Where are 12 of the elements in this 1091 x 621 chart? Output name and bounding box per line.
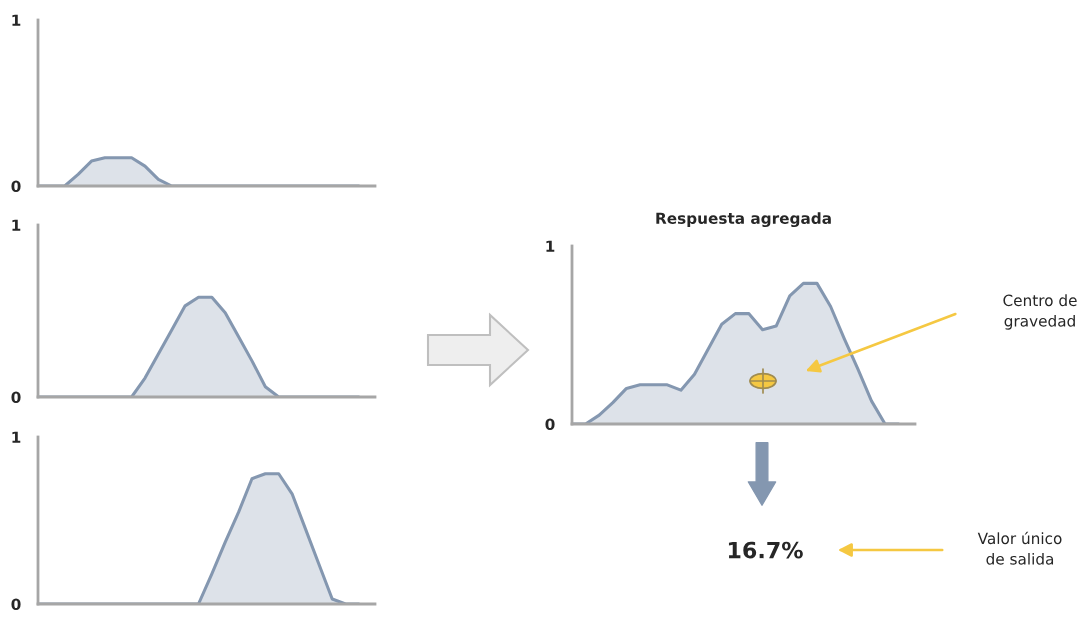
y-tick-label: 0 — [11, 180, 21, 193]
y-tick-label: 0 — [545, 418, 555, 431]
y-tick-label: 0 — [11, 391, 21, 404]
y-tick-label: 1 — [12, 14, 21, 26]
text: Centro de gravedad — [1003, 294, 1077, 330]
chart-title: Respuesta agregada — [656, 212, 831, 228]
y-tick-label: 0 — [11, 598, 21, 611]
y-tick-label: 1 — [546, 240, 555, 252]
text: Valor único de salida — [977, 531, 1062, 565]
y-tick-label: 1 — [12, 431, 21, 443]
text: 16.7% — [728, 541, 803, 559]
y-tick-label: 1 — [12, 219, 21, 231]
